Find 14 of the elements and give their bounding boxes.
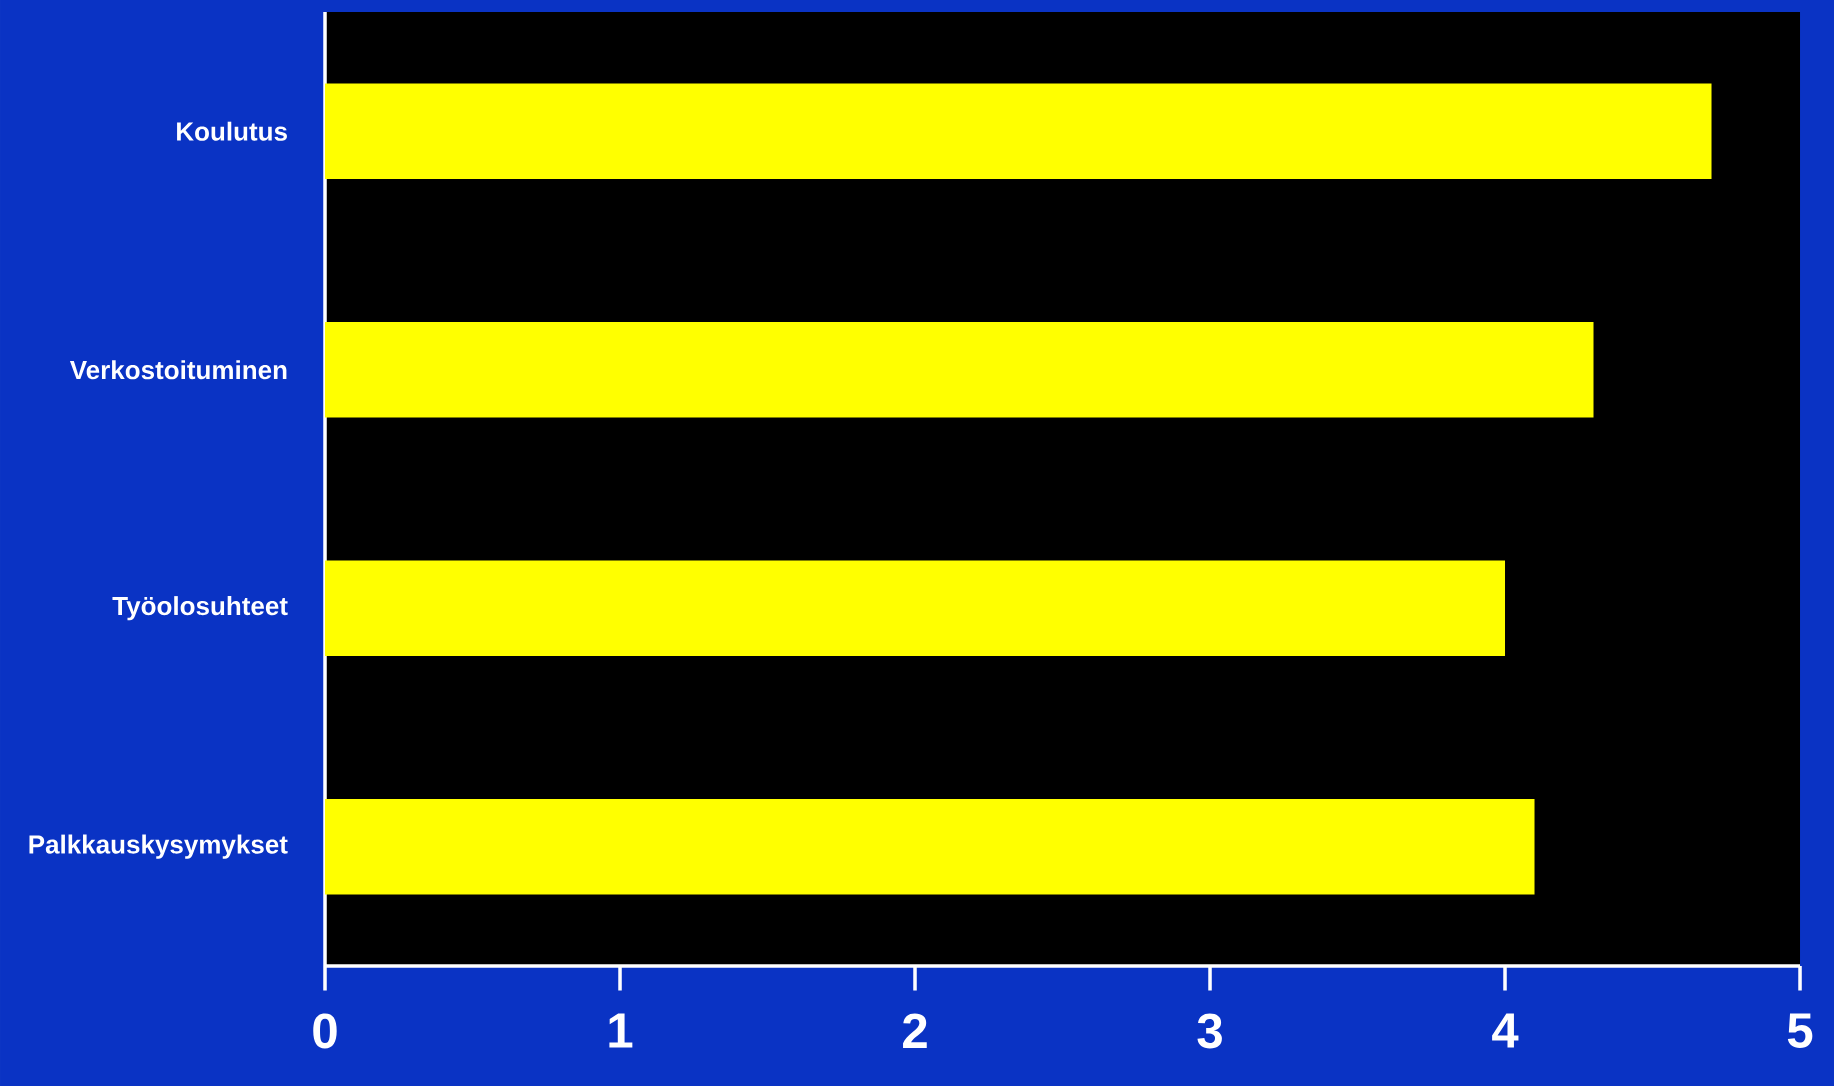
- x-tick-label: 1: [609, 1013, 633, 1048]
- bar: [325, 799, 1535, 895]
- bar: [325, 322, 1594, 418]
- y-tick-label: Koulutus: [177, 121, 287, 141]
- y-tick-label: Työolosuhteet: [112, 596, 288, 621]
- x-tick-label: 0: [313, 1013, 337, 1049]
- x-tick-label: 3: [1197, 1013, 1222, 1049]
- bar: [325, 83, 1712, 179]
- y-tick-label: Verkostoituminen: [69, 360, 287, 380]
- x-tick-label: 2: [903, 1013, 927, 1048]
- bar: [325, 560, 1506, 656]
- x-tick-label: 5: [1787, 1013, 1813, 1048]
- x-tick-label: 4: [1492, 1013, 1519, 1048]
- y-tick-label: Palkkauskysymykset: [29, 834, 288, 859]
